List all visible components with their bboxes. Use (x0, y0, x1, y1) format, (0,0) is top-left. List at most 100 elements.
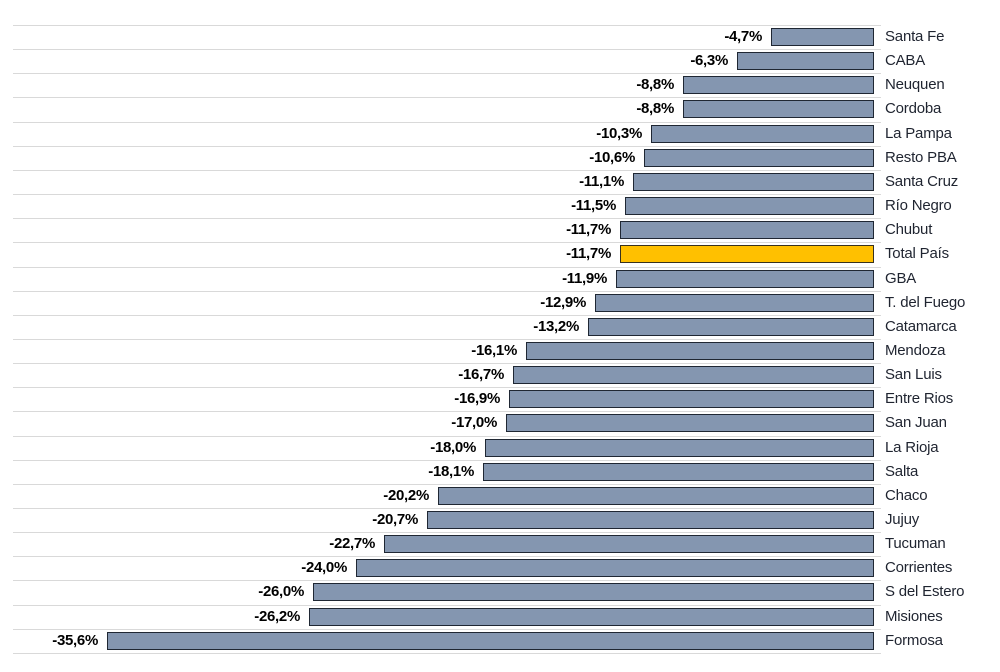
bar-value-label: -26,0% (258, 583, 304, 600)
gridline (13, 25, 881, 26)
bar-value-label: -16,9% (454, 390, 500, 407)
category-label: La Pampa (885, 125, 952, 142)
bar (588, 318, 874, 336)
chart-row: -6,3% CABA (0, 49, 1000, 73)
bar-value-label: -17,0% (451, 414, 497, 431)
chart-row: -11,9% GBA (0, 267, 1000, 291)
bar-value-label: -4,7% (724, 28, 762, 45)
category-label: GBA (885, 270, 917, 287)
bar (526, 342, 874, 360)
bar (595, 294, 874, 312)
gridline (13, 556, 881, 557)
chart-row: -11,5% Río Negro (0, 194, 1000, 218)
category-label: Chubut (885, 221, 933, 238)
category-label: Formosa (885, 632, 943, 649)
category-label: CABA (885, 52, 926, 69)
chart-row: -20,7% Jujuy (0, 508, 1000, 532)
bar-value-label: -11,5% (571, 197, 616, 214)
gridline (13, 97, 881, 98)
bar-value-label: -20,7% (372, 511, 418, 528)
gridline (13, 122, 881, 123)
gridline (13, 49, 881, 50)
bar-value-label: -16,7% (458, 366, 504, 383)
bar-value-label: -12,9% (540, 294, 586, 311)
chart-row: -11,7% Chubut (0, 218, 1000, 242)
bar-value-label: -11,7% (566, 245, 611, 262)
chart-row: -18,0% La Rioja (0, 436, 1000, 460)
gridline (13, 460, 881, 461)
bar-value-label: -26,2% (254, 608, 300, 625)
category-label: Salta (885, 463, 919, 480)
bar-value-label: -24,0% (301, 559, 347, 576)
chart-row: -8,8% Cordoba (0, 97, 1000, 121)
bar (771, 28, 874, 46)
bar (616, 270, 874, 288)
category-label: Misiones (885, 608, 943, 625)
bar (107, 632, 874, 650)
gridline (13, 194, 881, 195)
gridline (13, 436, 881, 437)
category-label: Santa Cruz (885, 173, 959, 190)
category-label: Resto PBA (885, 149, 957, 166)
gridline (13, 580, 881, 581)
bar-value-label: -8,8% (636, 76, 674, 93)
chart-row: -13,2% Catamarca (0, 315, 1000, 339)
bar (483, 463, 874, 481)
category-label: Catamarca (885, 318, 957, 335)
gridline (13, 170, 881, 171)
chart-row: -26,0% S del Estero (0, 580, 1000, 604)
bar (506, 414, 874, 432)
gridline (13, 387, 881, 388)
category-label: T. del Fuego (885, 294, 966, 311)
category-label: Entre Rios (885, 390, 954, 407)
chart-row: -18,1% Salta (0, 460, 1000, 484)
chart-row: -4,7% Santa Fe (0, 25, 1000, 49)
bar-value-label: -18,1% (428, 463, 474, 480)
chart-row: -16,9% Entre Rios (0, 387, 1000, 411)
category-label: Chaco (885, 487, 928, 504)
bar (427, 511, 874, 529)
chart-row: -20,2% Chaco (0, 484, 1000, 508)
chart-row: -10,6% Resto PBA (0, 146, 1000, 170)
category-label: Neuquen (885, 76, 945, 93)
bar-value-label: -16,1% (471, 342, 517, 359)
gridline (13, 339, 881, 340)
bar-value-label: -10,3% (596, 125, 642, 142)
gridline (13, 653, 881, 654)
gridline (13, 629, 881, 630)
gridline (13, 484, 881, 485)
bar-value-label: -11,9% (562, 270, 607, 287)
chart-row: -16,1% Mendoza (0, 339, 1000, 363)
chart-row: -12,9% T. del Fuego (0, 291, 1000, 315)
chart-row: -8,8% Neuquen (0, 73, 1000, 97)
bar-value-label: -8,8% (636, 100, 674, 117)
bar-value-label: -20,2% (383, 487, 429, 504)
chart-row: -24,0% Corrientes (0, 556, 1000, 580)
category-label: Mendoza (885, 342, 946, 359)
bar-highlight (620, 245, 874, 263)
gridline (13, 532, 881, 533)
bar (633, 173, 874, 191)
bar (356, 559, 874, 577)
chart-row: -35,6% Formosa (0, 629, 1000, 653)
gridline (13, 411, 881, 412)
gridline (13, 73, 881, 74)
bar (620, 221, 874, 239)
bar-value-label: -11,1% (579, 173, 624, 190)
category-label: San Juan (885, 414, 947, 431)
bar (438, 487, 874, 505)
gridline (13, 605, 881, 606)
gridline (13, 267, 881, 268)
gridline (13, 291, 881, 292)
bar-value-label: -22,7% (329, 535, 375, 552)
bar-value-label: -35,6% (52, 632, 98, 649)
chart-row: -22,7% Tucuman (0, 532, 1000, 556)
category-label: Cordoba (885, 100, 942, 117)
bar (485, 439, 874, 457)
category-label: Río Negro (885, 197, 952, 214)
chart-row: -16,7% San Luis (0, 363, 1000, 387)
bar (509, 390, 874, 408)
category-label: Santa Fe (885, 28, 945, 45)
gridline (13, 146, 881, 147)
